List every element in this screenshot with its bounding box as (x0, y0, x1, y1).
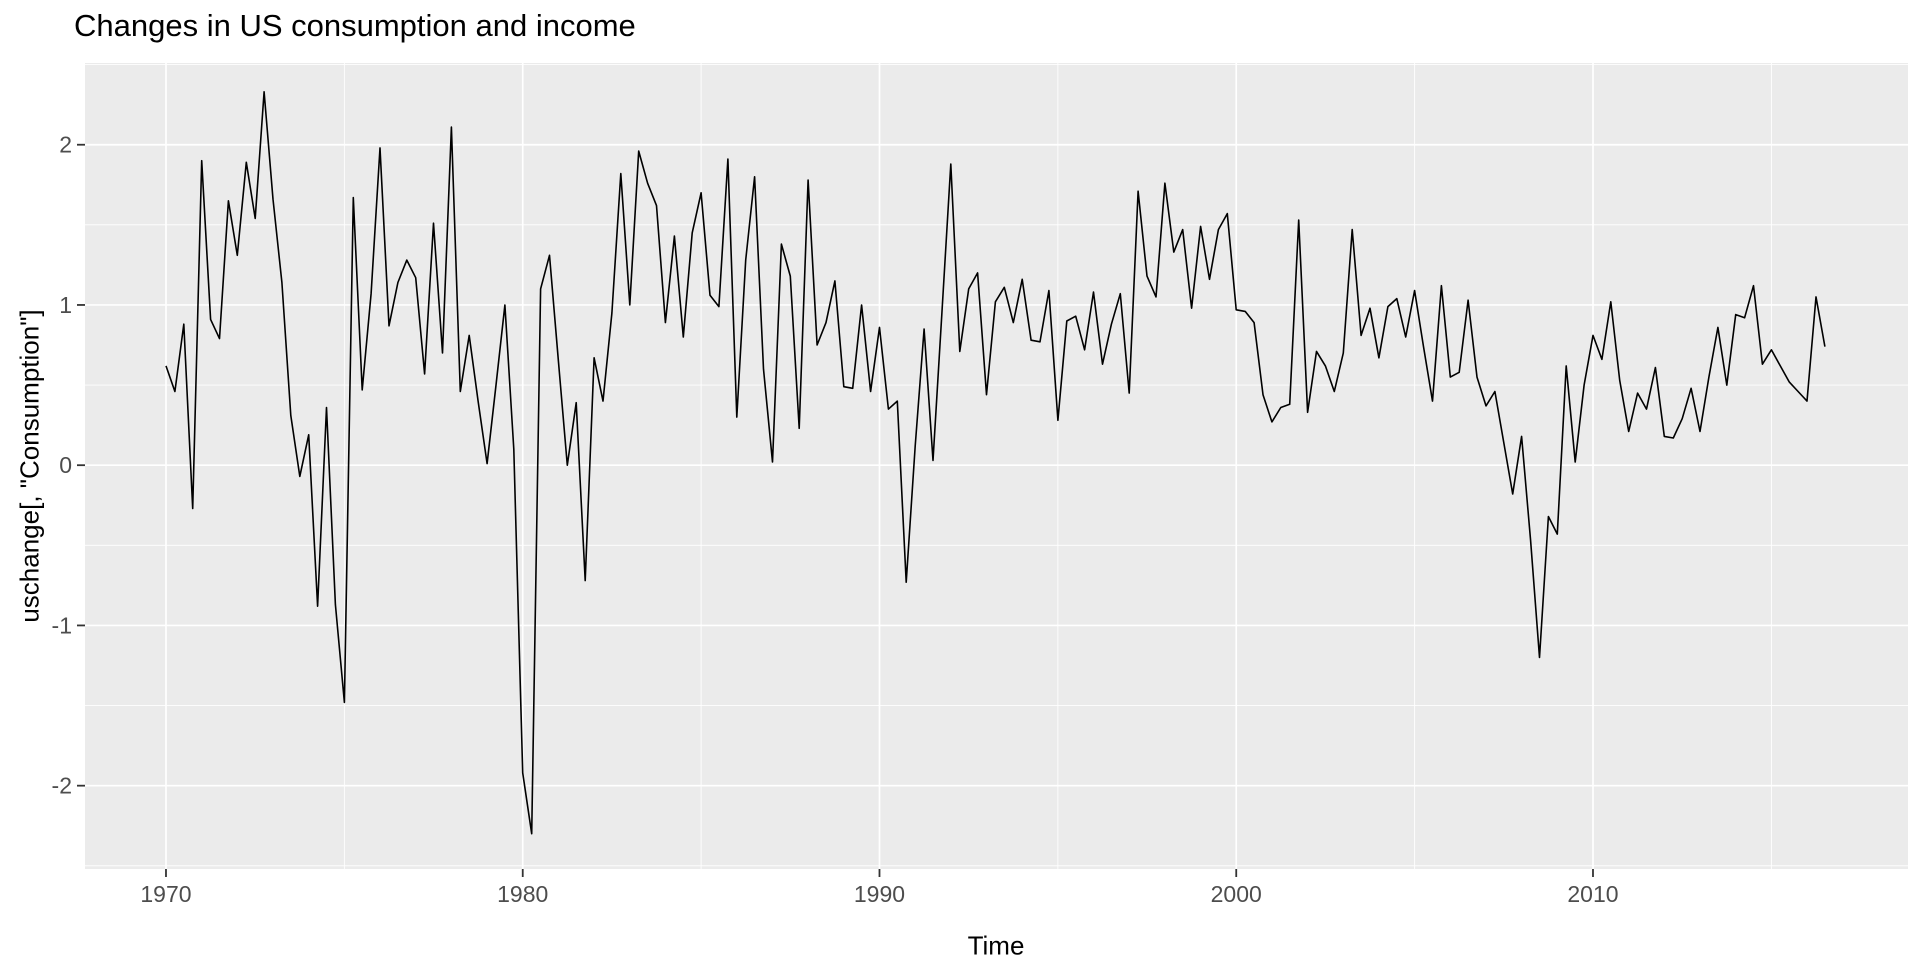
x-axis-title: Time (967, 930, 1025, 960)
x-tick-label: 1990 (854, 881, 905, 907)
y-tick-label: 2 (59, 132, 72, 158)
y-tick-label: 1 (59, 292, 72, 318)
y-axis-title: uschange[, "Consumption"] (14, 309, 45, 623)
y-tick-label: -1 (52, 612, 72, 638)
y-tick-label: 0 (59, 452, 72, 478)
x-tick-label: 2000 (1211, 881, 1262, 907)
x-tick-label: 2010 (1567, 881, 1618, 907)
x-tick-label: 1970 (140, 881, 191, 907)
consumption-line-series (165, 91, 1826, 835)
y-tick-label: -2 (52, 773, 72, 799)
x-tick-label: 1980 (497, 881, 548, 907)
chart-title: Changes in US consumption and income (74, 8, 636, 43)
